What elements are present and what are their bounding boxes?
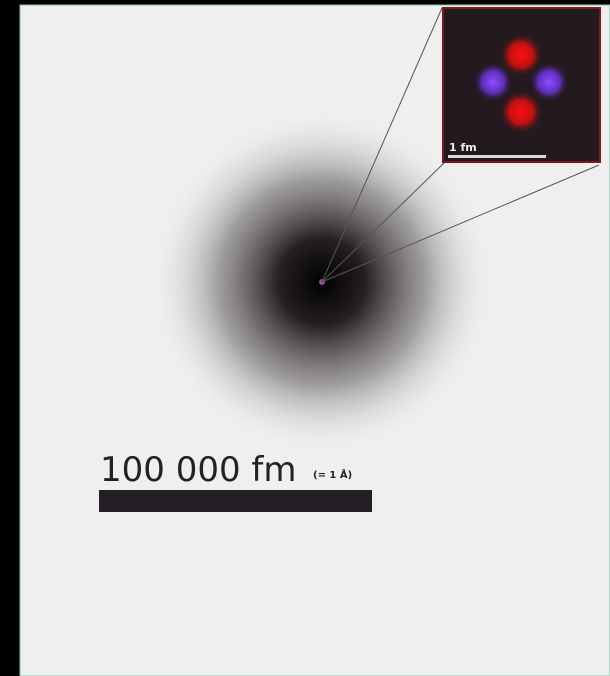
proton bbox=[499, 90, 543, 134]
scale-note: (= 1 Å) bbox=[313, 468, 352, 481]
zoom-line bbox=[321, 164, 600, 283]
inset-scale-label: 1 fm bbox=[449, 141, 477, 154]
neutron bbox=[529, 62, 569, 102]
inset-frame bbox=[442, 7, 601, 163]
nucleus-inset: 1 fm bbox=[442, 7, 601, 163]
scale-bar bbox=[99, 490, 372, 512]
zoom-line bbox=[321, 7, 443, 283]
neutron bbox=[473, 62, 513, 102]
scale-label: 100 000 fm bbox=[100, 450, 297, 490]
zoom-lines bbox=[321, 7, 600, 283]
inset-scale-bar bbox=[448, 155, 546, 158]
proton bbox=[499, 33, 543, 77]
zoom-line bbox=[321, 161, 446, 283]
